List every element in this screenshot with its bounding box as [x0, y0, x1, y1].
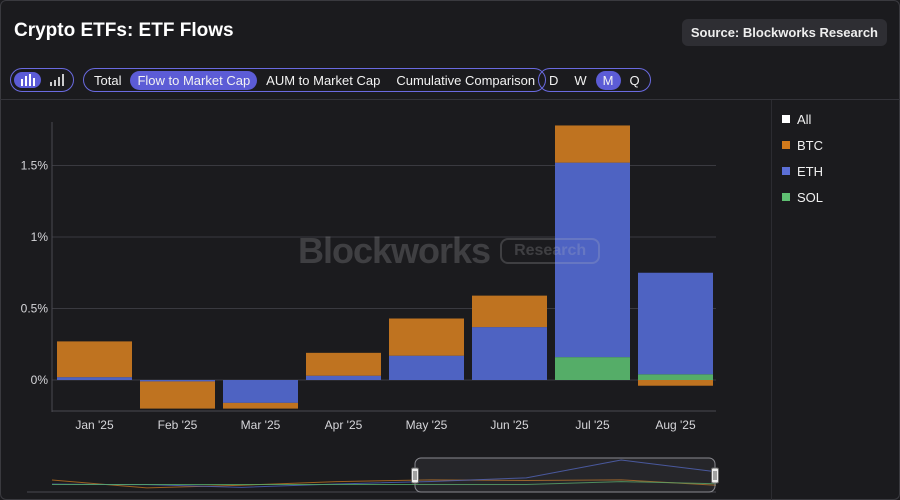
chart-area: 0% 0.5% 1% 1.5% Jan '25 Feb '25 Mar '25 Apr '25…	[21, 122, 719, 493]
legend-item-eth[interactable]: ETH	[782, 158, 823, 184]
legend-label: SOL	[797, 189, 824, 205]
bar-eth	[140, 380, 215, 382]
line-bars-icon[interactable]	[43, 72, 70, 88]
x-tick-label: Feb '25	[158, 418, 198, 432]
navigator-line-sol	[52, 481, 717, 485]
legend-swatch	[782, 193, 790, 201]
x-tick-label: Apr '25	[325, 418, 363, 432]
legend-label: ETH	[797, 163, 823, 179]
source-badge: Source: Blockworks Research	[681, 19, 887, 46]
legend-item-all[interactable]: All	[782, 106, 823, 132]
bar-chart-icon[interactable]	[14, 72, 41, 88]
navigator-selection	[414, 457, 716, 493]
tab-aum-to-market-cap[interactable]: AUM to Market Cap	[266, 72, 381, 88]
x-tick-label: May '25	[406, 418, 448, 432]
y-tick-label: 0.5%	[21, 302, 49, 316]
legend-swatch	[782, 115, 790, 123]
y-tick-label: 1.5%	[21, 159, 49, 173]
period-q[interactable]: Q	[629, 72, 640, 88]
period-d[interactable]: D	[549, 72, 559, 88]
legend-swatch	[782, 141, 790, 149]
navigator-handle[interactable]	[711, 467, 719, 484]
legend-swatch	[782, 167, 790, 175]
bar-eth	[389, 355, 464, 380]
x-tick-label: Jun '25	[490, 418, 529, 432]
bar-eth	[638, 272, 713, 375]
bar-btc	[223, 402, 298, 409]
bar-sol	[638, 374, 713, 380]
legend-label: BTC	[797, 137, 823, 153]
view-toggle-group	[10, 68, 74, 92]
x-tick-label: Aug '25	[655, 418, 696, 432]
legend-item-sol[interactable]: SOL	[782, 184, 823, 210]
legend-label: All	[797, 111, 812, 127]
navigator-line-eth	[51, 459, 717, 488]
bar-btc	[638, 380, 713, 386]
tab-flow-to-market-cap[interactable]: Flow to Market Cap	[130, 70, 258, 90]
bar-btc	[472, 295, 547, 328]
period-m[interactable]: M	[595, 70, 621, 90]
legend-item-btc[interactable]: BTC	[782, 132, 823, 158]
bar-eth	[472, 327, 547, 380]
tab-total[interactable]: Total	[94, 72, 122, 88]
bar-eth	[223, 380, 298, 403]
navigator-handle[interactable]	[411, 467, 419, 484]
x-tick-label: Mar '25	[241, 418, 281, 432]
bar-btc	[140, 381, 215, 409]
bar-eth	[555, 162, 630, 358]
tab-cumulative-comparison[interactable]: Cumulative Comparison	[396, 72, 536, 88]
legend: All BTC ETH SOL	[782, 106, 823, 210]
legend-divider	[771, 100, 772, 500]
page-title: Crypto ETFs: ETF Flows	[14, 20, 234, 41]
bar-btc	[306, 352, 381, 376]
bar-btc	[389, 318, 464, 356]
period-tabs: D W M Q	[538, 68, 651, 92]
y-tick-label: 0%	[31, 373, 49, 387]
header-divider	[0, 99, 900, 100]
bar-btc	[555, 125, 630, 163]
bar-eth	[306, 375, 381, 380]
period-w[interactable]: W	[574, 72, 587, 88]
y-tick-label: 1%	[31, 230, 49, 244]
navigator-line-btc	[51, 479, 717, 489]
x-tick-label: Jan '25	[75, 418, 114, 432]
bar-eth	[57, 377, 132, 380]
x-tick-label: Jul '25	[575, 418, 610, 432]
bar-btc	[57, 341, 132, 378]
bar-sol	[555, 357, 630, 380]
metric-tabs: Total Flow to Market Cap AUM to Market C…	[83, 68, 547, 92]
